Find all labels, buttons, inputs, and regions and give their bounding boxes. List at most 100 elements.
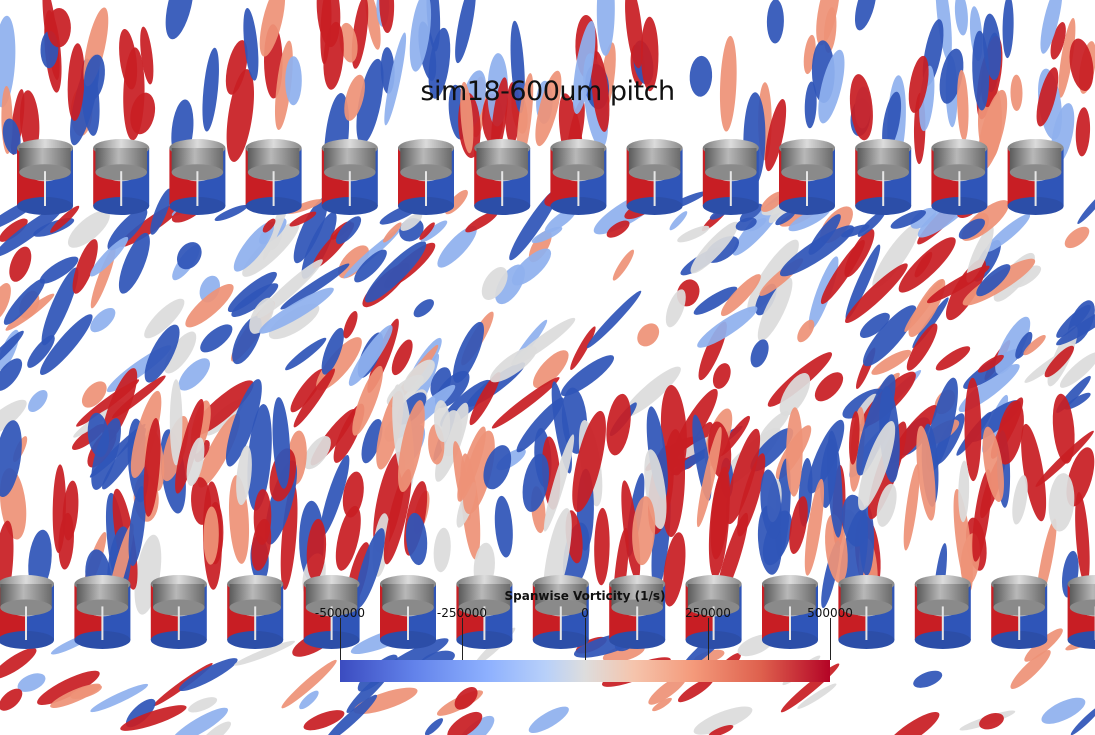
vortex-blob <box>766 0 784 44</box>
colorbar-tick-mark <box>585 618 586 660</box>
vortex-blob <box>693 706 753 735</box>
vortex-blob <box>594 507 610 586</box>
vortex-blob <box>814 372 844 402</box>
vortex-blob <box>522 453 550 512</box>
vortex-blob <box>760 469 782 539</box>
vortex-blob <box>648 674 688 705</box>
vortex-blob <box>247 404 272 511</box>
vortex-blob <box>935 0 952 62</box>
vortex-blob <box>775 210 796 226</box>
vortex-blob <box>1070 704 1095 735</box>
colorbar-tick-label: 500000 <box>807 606 853 620</box>
cylinder <box>838 575 895 649</box>
vortex-blob <box>348 325 393 386</box>
vortex-blob <box>1069 38 1094 92</box>
vortex-blob <box>997 400 1024 465</box>
vortex-blob <box>0 399 27 438</box>
vortex-blob <box>40 314 93 375</box>
vortex-blob <box>859 312 890 338</box>
vortex-blob <box>452 321 485 383</box>
vortex-blob <box>708 471 730 579</box>
vortex-blob <box>854 0 877 31</box>
vortex-blob <box>606 393 631 456</box>
vortex-blob <box>361 418 383 464</box>
vortex-blob <box>910 207 937 229</box>
vortex-blob <box>623 366 681 418</box>
colorbar-tick-label: -500000 <box>314 606 366 620</box>
colorbar-tick-mark <box>830 618 831 660</box>
vortex-blob <box>625 0 643 69</box>
vortex-blob <box>257 259 323 318</box>
vortex-blob <box>1059 352 1095 388</box>
vortex-blob <box>0 358 23 391</box>
cylinder <box>532 575 589 649</box>
cylinder <box>762 575 818 649</box>
vortex-blob <box>908 55 929 113</box>
vortex-blob <box>976 264 1011 297</box>
vortex-blob <box>398 400 425 493</box>
vortex-blob <box>720 274 761 317</box>
vortex-blob <box>903 463 920 551</box>
vortex-blob <box>596 0 615 56</box>
vortex-blob <box>0 218 28 242</box>
vortex-blob <box>120 705 187 731</box>
vortex-blob <box>958 460 970 523</box>
vortex-blob <box>1077 189 1095 224</box>
vortex-blob <box>285 56 302 106</box>
vortex-blob <box>130 390 162 478</box>
vortex-blob <box>876 483 897 527</box>
vortex-blob <box>227 271 277 313</box>
cylinder <box>609 575 666 649</box>
vortex-blob <box>119 29 138 90</box>
colorbar-tick-label: 0 <box>581 606 589 620</box>
vortex-blob <box>737 453 766 537</box>
vortex-blob <box>169 379 183 466</box>
vortex-blob <box>665 289 686 328</box>
vortex-blob <box>383 222 402 243</box>
vortex-blob <box>1044 345 1075 378</box>
vortex-blob <box>916 425 936 521</box>
vortex-blob <box>41 267 79 346</box>
vortex-blob <box>0 282 11 321</box>
vortex-blob <box>632 496 656 566</box>
vortex-blob <box>409 0 432 72</box>
vortex-blob <box>914 251 933 278</box>
vortex-blob <box>280 263 350 310</box>
vortex-blob <box>1012 475 1028 525</box>
vortex-blob <box>0 205 64 257</box>
vortex-blob <box>957 69 969 141</box>
vortex-blob <box>419 222 435 240</box>
vortex-blob <box>954 0 968 36</box>
vortex-blob <box>750 339 769 368</box>
vortex-blob <box>454 687 478 710</box>
vortex-blob <box>50 683 101 708</box>
cylinder <box>321 139 378 215</box>
vortex-blob <box>606 220 630 238</box>
vortex-blob <box>858 421 896 511</box>
vortex-blob <box>403 359 435 392</box>
vortex-blob <box>510 20 525 114</box>
vortex-blob <box>1015 331 1033 359</box>
vortex-blob <box>17 673 46 692</box>
cylinder <box>398 139 454 215</box>
cylinder <box>626 139 683 215</box>
vortex-blob <box>586 290 642 349</box>
vortex-blob <box>677 225 710 243</box>
vortex-blob <box>52 464 66 553</box>
vortex-blob <box>301 212 337 279</box>
cylinder <box>474 139 531 215</box>
vortex-blob <box>299 690 319 710</box>
vortex-blob <box>926 265 990 304</box>
vortex-blob <box>1058 17 1076 98</box>
vortex-blob <box>233 221 275 272</box>
cylinder <box>380 575 436 649</box>
vortex-blob <box>906 323 938 371</box>
vortex-blob <box>202 47 219 132</box>
vortex-blob <box>804 81 817 129</box>
vortex-blob <box>354 249 387 283</box>
vortex-blob <box>591 50 610 132</box>
vortex-blob <box>140 26 154 85</box>
vortex-blob <box>83 54 105 101</box>
vortex-blob <box>2 118 21 155</box>
vortex-blob <box>535 70 562 147</box>
